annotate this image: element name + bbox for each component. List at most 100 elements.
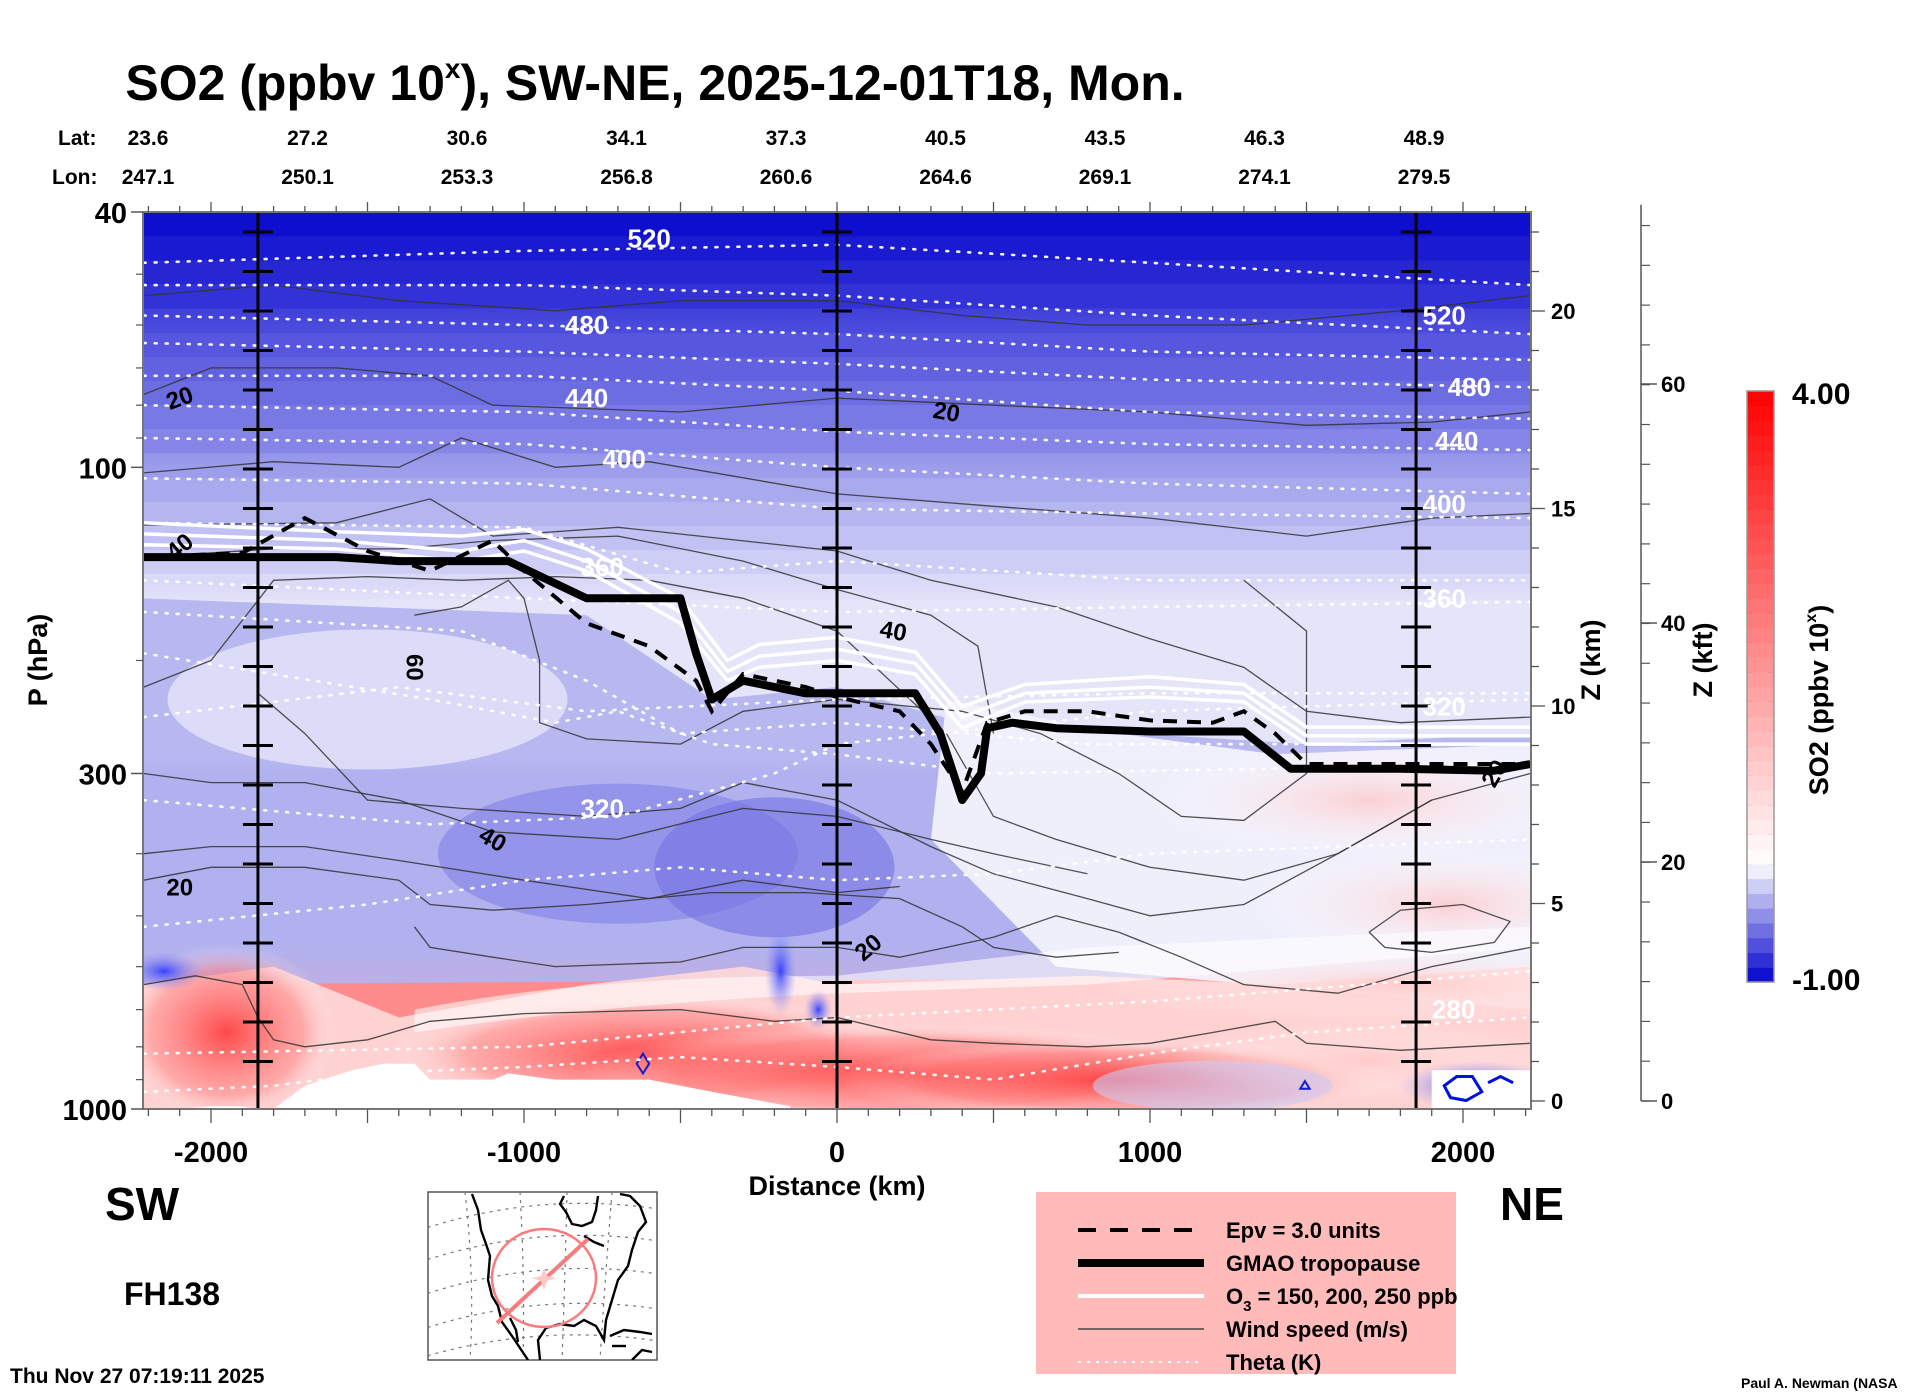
theta-label: 480	[565, 310, 608, 340]
lat-tick-label: 40.5	[925, 127, 966, 150]
lon-tick-label: 250.1	[281, 166, 334, 189]
y-tick-label: 300	[79, 759, 127, 791]
theta-label: 400	[602, 444, 645, 474]
colorbar-level	[1747, 435, 1774, 451]
wind-speed-contour	[143, 975, 1531, 1051]
colorbar-level	[1747, 509, 1774, 525]
field-low-contour	[1442, 1074, 1514, 1103]
field-blue-spot	[804, 989, 833, 1030]
lat-tick-label: 23.6	[128, 127, 169, 150]
colorbar-level	[1747, 612, 1774, 628]
lon-tick-label: 274.1	[1238, 166, 1291, 189]
forecast-hour-label: FH138	[124, 1276, 220, 1312]
lat-tick-label: 46.3	[1244, 127, 1285, 150]
wind-speed-contour	[143, 437, 1531, 537]
map-graticule	[428, 1192, 657, 1360]
colorbar-level	[1747, 391, 1774, 407]
ozone-contour	[143, 532, 1531, 738]
sw-label: SW	[105, 1178, 180, 1230]
x-axis-label: Distance (km)	[748, 1171, 925, 1201]
colorbar-level	[1747, 701, 1774, 717]
wind-speed-contour	[413, 915, 1531, 994]
colorbar-min-label: -1.00	[1792, 964, 1860, 997]
y-tick-label: 100	[79, 453, 127, 485]
colorbar-level	[1747, 716, 1774, 732]
field-blue-spot	[764, 926, 797, 1017]
theta-contour	[143, 610, 1531, 746]
wind-speed-contour	[143, 866, 1119, 958]
lon-label: Lon:	[52, 166, 97, 189]
lon-tick-label: 260.6	[760, 166, 813, 189]
y-tick-label: 40	[95, 198, 127, 230]
colorbar-level	[1747, 450, 1774, 466]
colorbar-level	[1747, 671, 1774, 688]
theta-label: 520	[1423, 301, 1466, 331]
colorbar-level	[1747, 538, 1774, 555]
overlay-contours: 520 480 440 400 360 320 520 480 440 400 360 320 280 2…	[143, 212, 1531, 1109]
x-tick-label: -2000	[174, 1137, 248, 1169]
lat-tick-label: 30.6	[447, 127, 488, 150]
legend: Epv = 3.0 units GMAO tropopause O3 = 150, …	[1036, 1192, 1458, 1375]
tropopause-line	[143, 553, 1531, 805]
theta-label: 480	[1448, 372, 1491, 402]
x-tick-label: 2000	[1431, 1137, 1496, 1169]
colorbar-level	[1747, 819, 1774, 835]
field-blue-spot	[143, 951, 205, 992]
colorbar-level	[1747, 597, 1774, 614]
lon-tick-label: 279.5	[1398, 166, 1451, 189]
lat-tick-label: 48.9	[1404, 127, 1445, 150]
colorbar-level	[1747, 834, 1774, 850]
field-light-blue-patch	[1092, 1060, 1333, 1109]
colorbar-level	[1747, 642, 1774, 658]
theta-label: 320	[1423, 692, 1466, 722]
legend-label: GMAO tropopause	[1226, 1251, 1420, 1276]
lon-tick-label: 247.1	[122, 166, 175, 189]
colorbar-level	[1747, 908, 1774, 924]
wind-speed-label: 40	[878, 616, 909, 647]
colorbar-level	[1747, 760, 1774, 776]
z-km-tick-label: 10	[1551, 694, 1575, 719]
terrain-mask	[273, 1063, 791, 1109]
field-low-contour	[1298, 1079, 1312, 1090]
colorbar-level	[1747, 775, 1774, 791]
colorbar-label: SO2 (ppbv 10x)	[1803, 605, 1834, 795]
theta-contour	[143, 652, 1531, 775]
colorbar-level	[1747, 789, 1774, 806]
z-km-tick-label: 20	[1551, 299, 1575, 324]
y-tick-label: 1000	[62, 1095, 127, 1127]
z-kft-tick-label: 0	[1661, 1089, 1673, 1114]
x-tick-label: 0	[829, 1137, 845, 1169]
z-km-tick-label: 0	[1551, 1089, 1563, 1114]
field-low-contour	[635, 1051, 651, 1076]
lon-tick-label: 256.8	[600, 166, 653, 189]
colorbar-level	[1747, 656, 1774, 673]
theta-label: 520	[628, 224, 671, 254]
colorbar-level	[1747, 937, 1774, 954]
legend-box	[1036, 1192, 1456, 1374]
colorbar-frame	[1746, 390, 1775, 983]
legend-label: Epv = 3.0 units	[1226, 1218, 1381, 1243]
ne-label: NE	[1500, 1178, 1564, 1230]
theta-contour	[143, 838, 1531, 929]
colorbar-level	[1747, 479, 1774, 496]
x-tick-label: 1000	[1118, 1137, 1183, 1169]
theta-label: 440	[565, 383, 608, 413]
map-range-circle	[490, 1227, 598, 1329]
z-km-tick-label: 5	[1551, 892, 1563, 917]
wind-speed-label: 20	[931, 397, 962, 428]
colorbar-level	[1747, 523, 1774, 540]
colorbar: 4.00 -1.00 SO2 (ppbv 10x)	[1746, 378, 1860, 997]
lat-tick-label: 43.5	[1085, 127, 1126, 150]
colorbar-max-label: 4.00	[1792, 378, 1850, 411]
colorbar-level	[1747, 464, 1774, 481]
colorbar-level	[1747, 420, 1774, 436]
wind-speed-contour	[1368, 903, 1512, 954]
wind-speed-contour	[143, 845, 900, 900]
colorbar-level	[1747, 568, 1774, 584]
lat-lon-header: Lat: Lon: 23.6 27.2 30.6 34.1 37.3 40.5 43.5 46…	[52, 127, 1451, 189]
x-tick-label: -1000	[487, 1137, 561, 1169]
theta-label: 440	[1435, 426, 1478, 456]
colorbar-level	[1747, 804, 1774, 821]
colorbar-level	[1747, 583, 1774, 599]
